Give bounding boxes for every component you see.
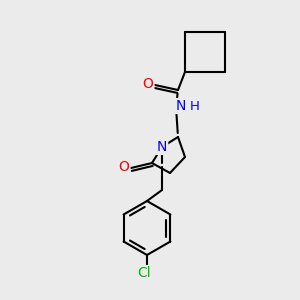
Text: N: N	[157, 140, 167, 154]
Text: O: O	[142, 77, 153, 91]
Text: Cl: Cl	[137, 266, 151, 280]
Text: H: H	[190, 100, 200, 112]
Text: N: N	[176, 99, 186, 113]
Text: O: O	[118, 160, 129, 174]
